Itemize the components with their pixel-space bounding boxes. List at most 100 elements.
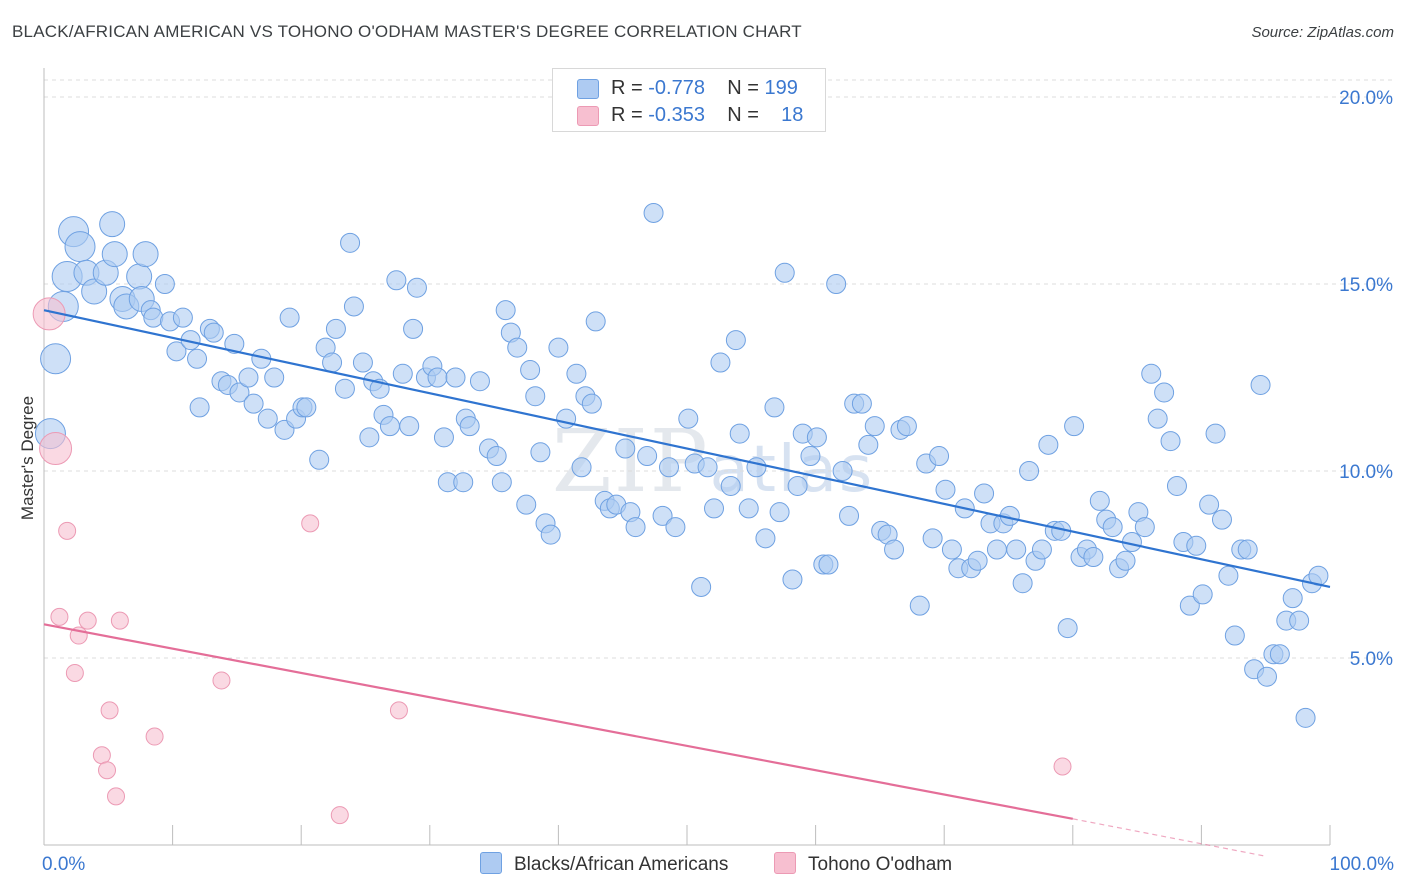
data-point [132,241,159,268]
data-point [967,550,988,571]
series-tohono [32,297,1072,825]
data-point [491,472,512,493]
data-point [1211,509,1232,530]
data-point [764,397,785,418]
data-point [257,408,278,429]
data-point [325,318,346,339]
data-point [738,498,759,519]
data-point [238,367,259,388]
data-point [818,554,839,575]
data-point [445,367,466,388]
data-point [658,457,679,478]
data-point [392,363,413,384]
data-point [459,416,480,437]
legend-r-value-blacks: -0.778 [648,77,705,99]
trend-line-tohono [43,623,1074,820]
data-point [1237,539,1258,560]
data-point [774,262,795,283]
legend-swatch-blacks [577,79,599,99]
data-point [929,446,950,467]
data-point [941,539,962,560]
data-point [322,352,343,373]
data-point [787,475,808,496]
trend-layer [43,309,1331,857]
data-point [40,343,72,375]
data-point [78,611,97,630]
legend-n-value-tohono: 18 [781,104,804,126]
data-point [343,296,364,317]
legend-swatch-tohono [577,106,599,126]
data-point [1256,666,1277,687]
data-point [1141,363,1162,384]
data-point [1038,434,1059,455]
chart-title: BLACK/AFRICAN AMERICAN VS TOHONO O'ODHAM… [12,22,802,41]
data-point [1166,475,1187,496]
data-point [110,611,129,630]
legend-text-blacks: R = -0.778 N = 199 [611,77,798,99]
data-point [279,307,300,328]
tick-labels: 5.0% 10.0% 15.0% 20.0% 0.0% 100.0% [42,88,1394,875]
data-point [832,461,853,481]
data-point [986,539,1007,560]
data-point [427,367,448,388]
data-point [806,427,827,448]
data-point [704,498,725,519]
data-point [974,483,995,504]
data-point [697,457,718,478]
data-point [58,521,77,540]
data-point [755,528,776,549]
data-point [556,408,577,429]
data-point [1224,625,1245,646]
data-point [851,393,872,414]
data-point [782,569,803,590]
bottom-legend-swatch-blacks [480,852,502,874]
data-point [800,446,821,467]
data-point [864,416,885,437]
data-point [935,479,956,500]
data-point [107,787,126,806]
data-point [1031,539,1052,560]
data-point [334,378,355,399]
source-label: Source: ZipAtlas.com [1251,24,1394,41]
data-point [309,449,330,470]
data-point [453,472,474,493]
data-point [839,505,860,526]
data-point [433,427,454,448]
data-point [585,311,606,332]
data-point [399,416,420,437]
x-tick-label: 0.0% [42,854,85,875]
data-point [98,761,117,780]
bottom-legend-tohono: Tohono O'odham [774,852,952,876]
bottom-legend-blacks: Blacks/African Americans [480,852,728,876]
data-point [896,416,917,437]
data-point [1154,382,1175,403]
data-point [229,382,250,403]
series-blacks [34,202,1329,728]
data-point [1282,588,1303,609]
bottom-legend-swatch-tohono [774,852,796,874]
data-point [386,270,407,291]
data-point [1006,539,1027,560]
data-point [1192,584,1213,605]
data-point [99,211,126,238]
data-point [1089,490,1110,511]
data-point [352,352,373,373]
legend-n-value-blacks: 199 [764,77,798,99]
data-point [625,517,646,538]
data-point [884,539,905,560]
bottom-legend-label-blacks: Blacks/African Americans [514,854,729,875]
data-point [340,232,361,253]
data-point [566,363,587,384]
data-point [143,307,164,328]
data-point [1064,416,1085,437]
data-point [710,352,731,373]
data-point [1218,565,1239,586]
data-point [296,397,317,418]
data-point [520,360,541,381]
data-point [1269,644,1290,665]
data-point [50,607,69,626]
data-point [826,274,847,294]
data-point [548,337,569,358]
data-point [1199,494,1220,515]
y-tick-label: 5.0% [1350,649,1393,670]
